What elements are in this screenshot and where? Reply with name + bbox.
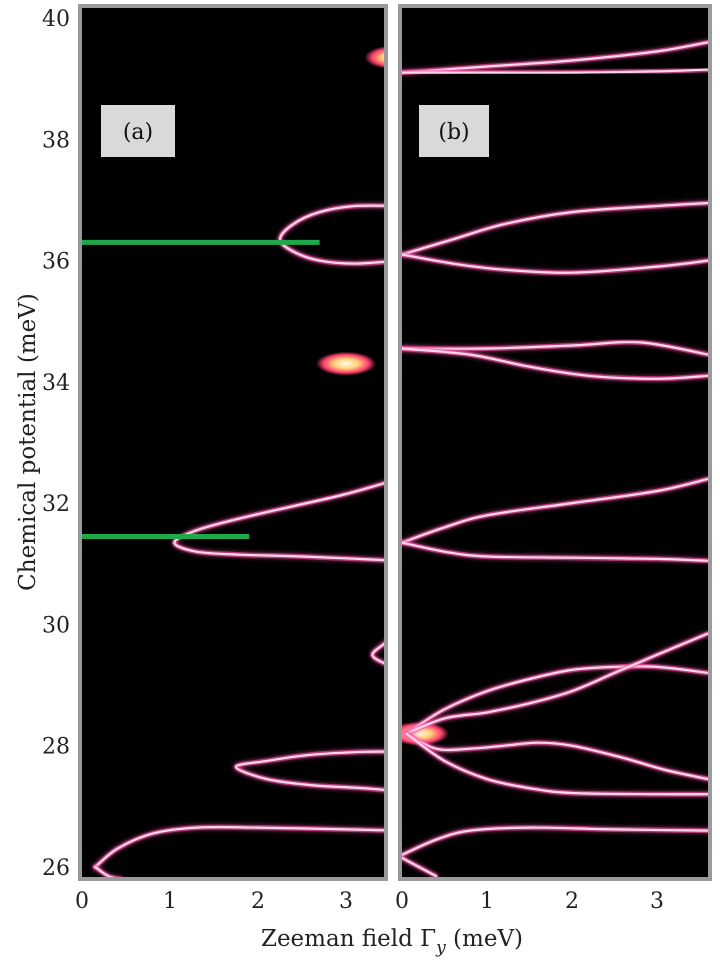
y-tick-label-6: 38 <box>42 128 70 153</box>
panel-b-curve-1 <box>402 856 438 877</box>
panel-b-curve-6 <box>402 477 708 544</box>
panel-b-curves <box>402 39 708 877</box>
x-axis-title-unit: (meV) <box>446 926 523 952</box>
panel-b-curve-13 <box>402 68 708 74</box>
x-tick-label-a-1: 1 <box>163 889 177 914</box>
y-axis-ticks: 26 28 30 32 34 36 38 40 <box>42 7 70 881</box>
panel-b-curve-11 <box>402 253 708 274</box>
y-tick-label-5: 36 <box>42 250 70 275</box>
y-tick-label-0: 26 <box>42 856 70 881</box>
panel-a-curves <box>82 46 384 877</box>
panel-a-curve-2 <box>234 750 384 791</box>
panel-b-curve-4 <box>405 732 708 781</box>
x-tick-label-a-2: 2 <box>251 889 265 914</box>
y-tick-label-4: 34 <box>42 371 70 396</box>
x-tick-label-a-0: 0 <box>75 889 89 914</box>
y-tick-label-3: 32 <box>42 492 70 517</box>
x-axis-title: Zeeman field Γy (meV) <box>261 926 523 958</box>
panel-b-curve-7 <box>402 541 708 562</box>
panel-b-label: (b) <box>438 120 469 145</box>
panel-b-curve-5 <box>405 732 708 796</box>
x-tick-label-b-1: 1 <box>480 889 494 914</box>
panel-a-curve-5 <box>278 204 384 265</box>
x-axis-title-main: Zeeman field Γ <box>261 926 436 952</box>
panel-b-curve-12 <box>402 41 708 74</box>
panel-a-curve-1 <box>94 865 116 877</box>
x-axis-ticks-a: 0 1 2 3 <box>75 889 353 914</box>
panel-b: (b) <box>398 4 712 881</box>
x-tick-label-b-3: 3 <box>650 889 664 914</box>
panel-a-curve-0 <box>94 825 384 869</box>
panel-b-curve-2 <box>405 665 708 735</box>
y-tick-label-7: 40 <box>42 7 70 32</box>
x-axis-ticks-b: 0 1 2 3 <box>395 889 664 914</box>
y-axis-title: Chemical potential (meV) <box>15 293 41 591</box>
panel-b-curve-10 <box>402 201 708 256</box>
panel-a-hotspot-0 <box>316 351 376 376</box>
x-tick-label-b-0: 0 <box>395 889 409 914</box>
panel-a-curve-3 <box>371 642 384 665</box>
panel-b-label-box <box>419 105 489 157</box>
x-tick-label-b-2: 2 <box>565 889 579 914</box>
y-tick-label-1: 28 <box>42 735 70 760</box>
panel-b-curve-9 <box>402 347 708 380</box>
panel-b-curve-3 <box>405 632 708 735</box>
y-tick-label-2: 30 <box>42 613 70 638</box>
panel-b-curve-8 <box>402 340 708 356</box>
x-tick-label-a-3: 3 <box>339 889 353 914</box>
panel-a-label-box <box>101 105 175 157</box>
panel-a-hotspot-1 <box>364 46 384 69</box>
panel-a: (a) <box>78 4 388 881</box>
x-axis-title-sub: y <box>435 938 446 958</box>
panel-b-curve-0 <box>402 826 708 856</box>
panel-a-label: (a) <box>123 120 153 145</box>
